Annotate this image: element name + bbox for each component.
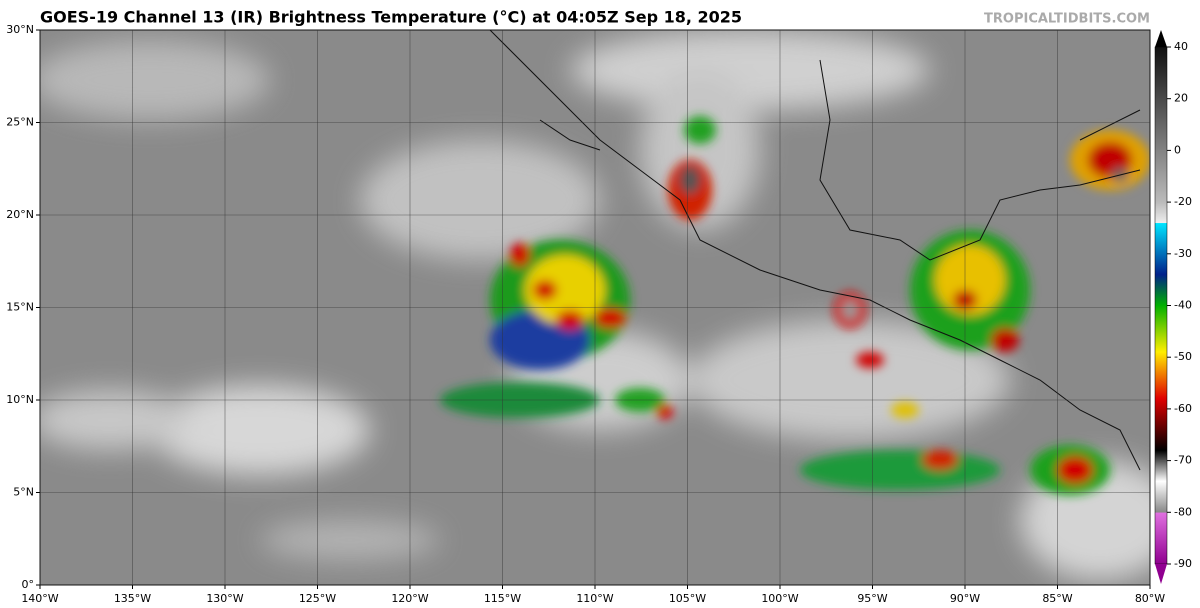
- x-tick-label: 120°W: [391, 592, 428, 605]
- colorbar-label: -30: [1174, 247, 1192, 260]
- x-tick-label: 95°W: [857, 592, 887, 605]
- colorbar-label: 40: [1174, 40, 1188, 53]
- map-title: GOES-19 Channel 13 (IR) Brightness Tempe…: [40, 8, 742, 27]
- colorbar-label: -60: [1174, 402, 1192, 415]
- x-tick-label: 90°W: [950, 592, 980, 605]
- y-tick-label: 25°N: [6, 116, 34, 129]
- y-tick-label: 10°N: [6, 393, 34, 406]
- x-tick-label: 135°W: [114, 592, 151, 605]
- y-tick-label: 0°: [22, 578, 35, 591]
- colorbar-label: -20: [1174, 195, 1192, 208]
- colorbar-label: 20: [1174, 92, 1188, 105]
- x-tick-label: 80°W: [1135, 592, 1165, 605]
- x-tick-label: 85°W: [1042, 592, 1072, 605]
- x-tick-label: 105°W: [669, 592, 706, 605]
- colorbar-label: -70: [1174, 454, 1192, 467]
- y-tick-label: 30°N: [6, 23, 34, 36]
- colorbar-label: 0: [1174, 143, 1181, 156]
- y-tick-label: 5°N: [13, 486, 34, 499]
- colorbar-label: -50: [1174, 350, 1192, 363]
- x-tick-label: 110°W: [576, 592, 613, 605]
- x-tick-label: 125°W: [299, 592, 336, 605]
- x-tick-label: 130°W: [206, 592, 243, 605]
- colorbar-label: -90: [1174, 557, 1192, 570]
- colorbar: [1154, 30, 1168, 584]
- colorbar-label: -80: [1174, 505, 1192, 518]
- x-tick-label: 100°W: [761, 592, 798, 605]
- y-tick-label: 20°N: [6, 208, 34, 221]
- x-tick-label: 115°W: [484, 592, 521, 605]
- x-tick-label: 140°W: [21, 592, 58, 605]
- credit: TROPICALTIDBITS.COM: [984, 12, 1150, 27]
- y-tick-label: 15°N: [6, 301, 34, 314]
- colorbar-label: -40: [1174, 299, 1192, 312]
